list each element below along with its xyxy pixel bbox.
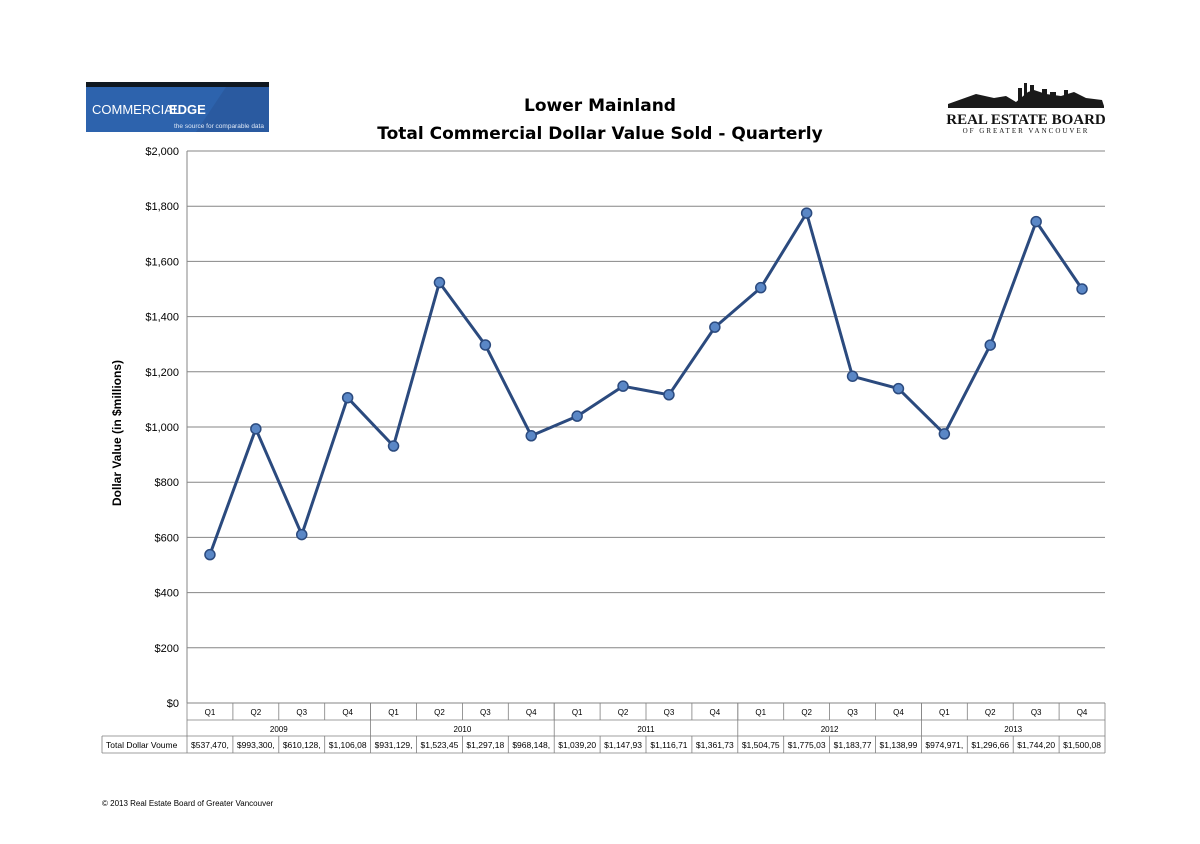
value-cell: $1,039,20 — [558, 740, 596, 750]
quarter-label: Q4 — [893, 708, 904, 717]
data-point — [433, 276, 446, 289]
quarter-label: Q2 — [618, 708, 629, 717]
data-point — [387, 440, 400, 452]
y-tick-label: $600 — [155, 532, 179, 544]
quarter-label: Q3 — [664, 708, 675, 717]
quarter-label: Q3 — [1031, 708, 1042, 717]
data-point — [341, 391, 354, 404]
value-cell: $931,129, — [375, 740, 413, 750]
data-point — [571, 410, 583, 422]
data-point — [755, 281, 767, 294]
chart-title-line-2: Total Commercial Dollar Value Sold - Qua… — [377, 124, 823, 144]
real-estate-board-logo: REAL ESTATE BOARD OF GREATER VANCOUVER — [946, 83, 1106, 135]
y-tick-label: $1,600 — [145, 256, 179, 268]
value-cell: $1,500,08 — [1063, 740, 1101, 750]
quarter-label: Q4 — [710, 708, 721, 717]
y-tick-label: $2,000 — [145, 146, 179, 158]
year-label: 2013 — [1004, 725, 1022, 734]
quarter-label: Q3 — [296, 708, 307, 717]
y-tick-labels: $0 $200 $400 $600 $800 $1,000 $1,200 $1,400 $1,6… — [145, 146, 179, 710]
data-point — [617, 380, 629, 392]
value-cell: $1,297,18 — [466, 740, 504, 750]
quarter-label: Q1 — [388, 708, 399, 717]
logo-board-name: REAL ESTATE BOARD — [946, 112, 1106, 128]
data-point — [296, 528, 308, 541]
data-point — [800, 207, 813, 219]
value-cell: $1,147,93 — [604, 740, 642, 750]
value-cell: $1,116,71 — [650, 740, 687, 750]
y-tick-label: $400 — [155, 588, 179, 600]
table-row-label: Total Dollar Voume — [106, 740, 178, 750]
value-cell: $1,504,75 — [742, 740, 780, 750]
data-point — [250, 423, 262, 435]
quarter-label: Q4 — [526, 708, 537, 717]
logo-word-commercial: COMMERCIAL — [92, 102, 180, 117]
y-axis-label: Dollar Value (in $millions) — [110, 360, 124, 506]
value-cell: $1,744,20 — [1017, 740, 1055, 750]
value-cell: $1,138,99 — [880, 740, 918, 750]
chart-title-line-1: Lower Mainland — [524, 96, 676, 116]
data-series — [204, 207, 1088, 561]
year-label: 2012 — [821, 725, 839, 734]
copyright-text: © 2013 Real Estate Board of Greater Vanc… — [102, 799, 274, 808]
quarter-label: Q1 — [755, 708, 766, 717]
value-cell: $1,775,03 — [788, 740, 826, 750]
quarter-label: Q2 — [251, 708, 262, 717]
data-point — [204, 548, 216, 561]
quarter-label: Q1 — [572, 708, 583, 717]
year-label: 2011 — [637, 725, 655, 734]
y-tick-label: $1,200 — [145, 367, 179, 379]
quarter-label: Q1 — [205, 708, 216, 717]
value-cell: $993,300, — [237, 740, 275, 750]
quarter-label: Q3 — [480, 708, 491, 717]
data-point — [663, 389, 675, 401]
data-point — [938, 428, 951, 440]
y-tick-label: $1,400 — [145, 312, 179, 324]
quarter-label: Q3 — [847, 708, 858, 717]
quarter-label: Q4 — [1077, 708, 1088, 717]
y-tick-label: $200 — [155, 643, 179, 655]
value-cell: $610,128, — [283, 740, 321, 750]
data-point — [984, 339, 996, 351]
logo-board-tagline: OF GREATER VANCOUVER — [963, 127, 1090, 135]
data-point — [892, 382, 905, 395]
value-cell: $1,523,45 — [421, 740, 459, 750]
logo-tagline: the source for comparable data — [174, 123, 264, 130]
data-point — [525, 430, 537, 442]
y-tick-label: $1,800 — [145, 201, 179, 213]
value-cell: $1,361,73 — [696, 740, 734, 750]
year-label: 2010 — [454, 725, 472, 734]
quarter-label: Q2 — [985, 708, 996, 717]
quarter-label: Q4 — [342, 708, 353, 717]
quarter-label: Q2 — [434, 708, 445, 717]
quarter-label: Q1 — [939, 708, 950, 717]
value-cell: $537,470, — [191, 740, 229, 750]
value-cell: $1,183,77 — [834, 740, 872, 750]
data-point — [479, 339, 492, 351]
value-cell: $974,971, — [925, 740, 963, 750]
data-point — [846, 370, 859, 383]
commercial-edge-logo: COMMERCIAL EDGE the source for comparabl… — [86, 82, 269, 132]
data-point — [1076, 283, 1088, 295]
data-point — [709, 321, 721, 333]
series-line — [208, 211, 1084, 556]
data-table: Q1 $537,470, Q2 $993,300, Q3 $610,128, Q4 $1,10… — [101, 703, 1106, 754]
year-label: 2009 — [270, 725, 288, 734]
skyline-icon — [948, 83, 1104, 108]
gridlines — [186, 150, 1105, 704]
y-tick-label: $0 — [167, 698, 179, 710]
value-cell: $1,296,66 — [971, 740, 1009, 750]
value-cell: $1,106,08 — [329, 740, 367, 750]
quarter-label: Q2 — [801, 708, 812, 717]
y-tick-label: $800 — [155, 477, 179, 489]
data-point — [1030, 215, 1042, 228]
y-tick-label: $1,000 — [145, 422, 179, 434]
logo-word-edge: EDGE — [169, 102, 206, 117]
value-cell: $968,148, — [512, 740, 550, 750]
